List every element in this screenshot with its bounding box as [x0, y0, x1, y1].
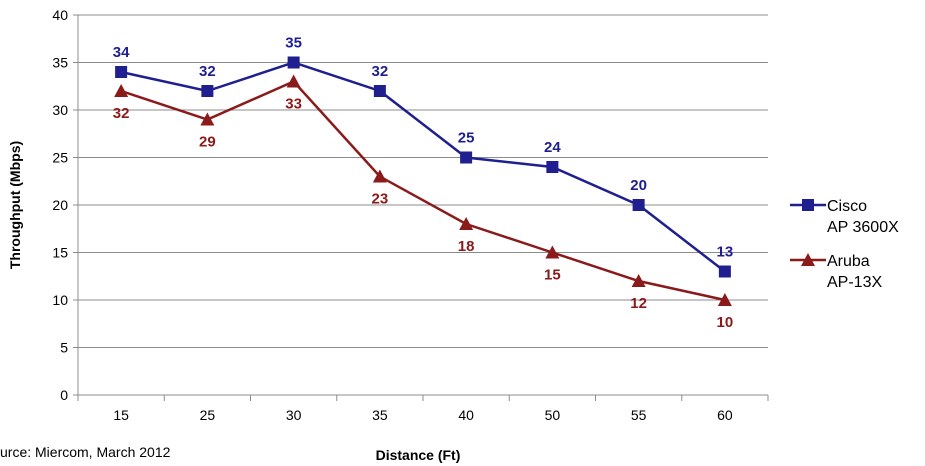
- x-tick-label: 50: [545, 407, 561, 423]
- legend-marker: [801, 253, 815, 266]
- data-label: 13: [717, 244, 734, 261]
- data-label: 32: [113, 105, 130, 122]
- data-point-marker: [372, 169, 387, 183]
- legend-label: AP 3600X: [827, 219, 899, 236]
- x-tick-labels: 15 25 30 35 40 50 55 60: [113, 407, 733, 423]
- data-label: 32: [199, 63, 216, 80]
- legend-marker: [802, 199, 814, 211]
- y-tick-label: 10: [52, 292, 68, 308]
- data-point-marker: [460, 151, 473, 164]
- y-tick-labels: 0 5 10 15 20 25 30 35 40: [52, 7, 68, 403]
- legend-entry-1: Cisco AP 3600X: [790, 198, 899, 236]
- y-tick-label: 0: [60, 387, 68, 403]
- data-label: 35: [285, 35, 302, 52]
- data-label: 15: [544, 267, 561, 284]
- x-tick-label: 35: [372, 407, 388, 423]
- data-label: 20: [630, 177, 647, 194]
- y-tick-label: 5: [60, 340, 68, 356]
- x-axis-title: Distance (Ft): [376, 447, 461, 463]
- data-point-marker: [545, 245, 560, 259]
- y-tick-label: 35: [52, 55, 68, 71]
- data-label: 29: [199, 134, 216, 151]
- series-line: [120, 79, 726, 302]
- data-point-marker: [718, 265, 731, 278]
- legend: Cisco AP 3600X Aruba AP-13X: [790, 198, 899, 291]
- series-2: 32 29 33 23 18 15 12 10: [113, 74, 734, 331]
- x-tick-label: 30: [286, 407, 302, 423]
- data-point-marker: [114, 84, 129, 97]
- x-tick-label: 25: [200, 407, 216, 423]
- data-label: 33: [285, 96, 302, 113]
- data-point-marker: [286, 74, 301, 88]
- x-tick-label: 55: [631, 407, 647, 423]
- data-label: 23: [372, 191, 389, 208]
- data-point-marker: [631, 274, 646, 287]
- data-point-marker: [632, 199, 645, 211]
- x-tick-label: 60: [717, 407, 733, 423]
- legend-entry-2: Aruba AP-13X: [790, 253, 882, 291]
- gridlines: [78, 14, 768, 348]
- y-tick-label: 25: [52, 150, 68, 166]
- y-tick-label: 15: [52, 245, 68, 261]
- legend-label: Aruba: [827, 253, 870, 270]
- legend-label: Cisco: [827, 198, 867, 215]
- legend-label: AP-13X: [827, 274, 882, 291]
- y-tick-label: 40: [52, 7, 68, 23]
- x-tick-label: 40: [458, 407, 474, 423]
- data-label: 10: [717, 314, 734, 331]
- series-1: 34 32 35 32 25 24 20 13: [113, 35, 733, 278]
- data-label: 34: [113, 44, 130, 61]
- data-label: 18: [458, 238, 475, 255]
- source-note: urce: Miercom, March 2012: [0, 444, 171, 460]
- data-point-marker: [200, 112, 215, 126]
- data-label: 25: [458, 130, 475, 147]
- data-label: 32: [372, 63, 389, 80]
- data-point-marker: [459, 217, 474, 230]
- series-layer: 34 32 35 32 25 24 20 13 32 29 33 23 18 15 12 10: [113, 35, 733, 332]
- axes: [73, 14, 769, 401]
- x-tick-label: 15: [113, 407, 129, 423]
- y-axis-title: Throughput (Mbps): [7, 141, 23, 269]
- data-point-marker: [115, 66, 128, 78]
- data-point-marker: [373, 85, 386, 97]
- y-tick-label: 30: [52, 102, 68, 118]
- data-point-marker: [717, 293, 732, 306]
- data-point-marker: [546, 161, 559, 173]
- series-line: [120, 61, 726, 273]
- data-point-marker: [201, 85, 214, 97]
- data-label: 24: [544, 139, 561, 156]
- y-tick-label: 20: [52, 197, 68, 213]
- data-label: 12: [630, 295, 647, 312]
- data-point-marker: [287, 56, 300, 69]
